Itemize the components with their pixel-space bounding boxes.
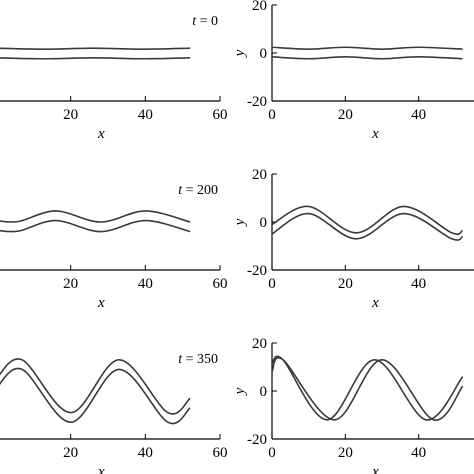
- series-line-2: [271, 56, 463, 60]
- x-axis-label: x: [371, 464, 379, 474]
- series-line-2: [0, 367, 191, 425]
- y-axis-label: y: [232, 387, 248, 396]
- x-tick-label: 20: [63, 276, 78, 292]
- time-variable: t: [178, 183, 183, 198]
- panel-time-label: t = 0: [192, 14, 218, 29]
- x-tick-label: 0: [268, 107, 276, 123]
- series-line-2: [0, 219, 191, 233]
- x-tick-label: 40: [411, 276, 426, 292]
- y-tick-label: -20: [247, 94, 267, 110]
- x-axis-label: x: [371, 126, 379, 142]
- y-tick-label: 20: [252, 0, 267, 14]
- time-value: = 0: [196, 14, 218, 29]
- series-line-1: [271, 205, 464, 235]
- y-axis-label: y: [232, 49, 248, 58]
- x-tick-label: 20: [338, 276, 353, 292]
- panel-left-bottom: 20 40 60 x t = 350: [0, 352, 228, 474]
- x-tick-label: 60: [213, 445, 228, 461]
- panel-left-middle: 20 40 60 x t = 200: [0, 183, 228, 311]
- x-tick-label: 20: [338, 107, 353, 123]
- panel-left-top: 20 40 60 x t = 0: [0, 14, 228, 142]
- x-axis-label: x: [97, 126, 105, 142]
- x-axis-label: x: [97, 295, 105, 311]
- panel-time-label: t = 350: [178, 352, 218, 367]
- x-tick-label: 40: [411, 107, 426, 123]
- series-line-1: [0, 47, 191, 50]
- x-tick-label: 20: [63, 445, 78, 461]
- series-line-1: [271, 46, 463, 50]
- time-value: = 200: [182, 183, 218, 198]
- series-line-2: [0, 56, 191, 60]
- time-variable: t: [192, 14, 197, 29]
- series-line-2: [271, 212, 464, 241]
- y-tick-label: 0: [260, 46, 268, 62]
- y-tick-label: -20: [247, 263, 267, 279]
- y-tick-label: -20: [247, 432, 267, 448]
- panel-time-label: t = 200: [178, 183, 218, 198]
- x-tick-label: 0: [268, 445, 276, 461]
- series-line-1: [271, 355, 464, 421]
- x-tick-label: 60: [213, 107, 228, 123]
- x-tick-label: 20: [338, 445, 353, 461]
- series-line-1: [0, 210, 191, 223]
- x-axis-label: x: [97, 464, 105, 474]
- x-tick-label: 20: [63, 107, 78, 123]
- x-tick-label: 60: [213, 276, 228, 292]
- series-line-1: [0, 358, 191, 415]
- series-line-2: [271, 357, 464, 421]
- x-tick-label: 40: [138, 276, 153, 292]
- time-value: = 350: [182, 352, 218, 367]
- y-tick-label: 20: [252, 336, 267, 352]
- x-tick-label: 40: [411, 445, 426, 461]
- y-tick-label: 0: [260, 215, 268, 231]
- x-axis-label: x: [371, 295, 379, 311]
- y-tick-label: 0: [260, 384, 268, 400]
- time-variable: t: [178, 352, 183, 367]
- x-tick-label: 40: [138, 107, 153, 123]
- y-tick-label: 20: [252, 167, 267, 183]
- x-tick-label: 0: [268, 276, 276, 292]
- x-tick-label: 40: [138, 445, 153, 461]
- y-axis-label: y: [232, 218, 248, 227]
